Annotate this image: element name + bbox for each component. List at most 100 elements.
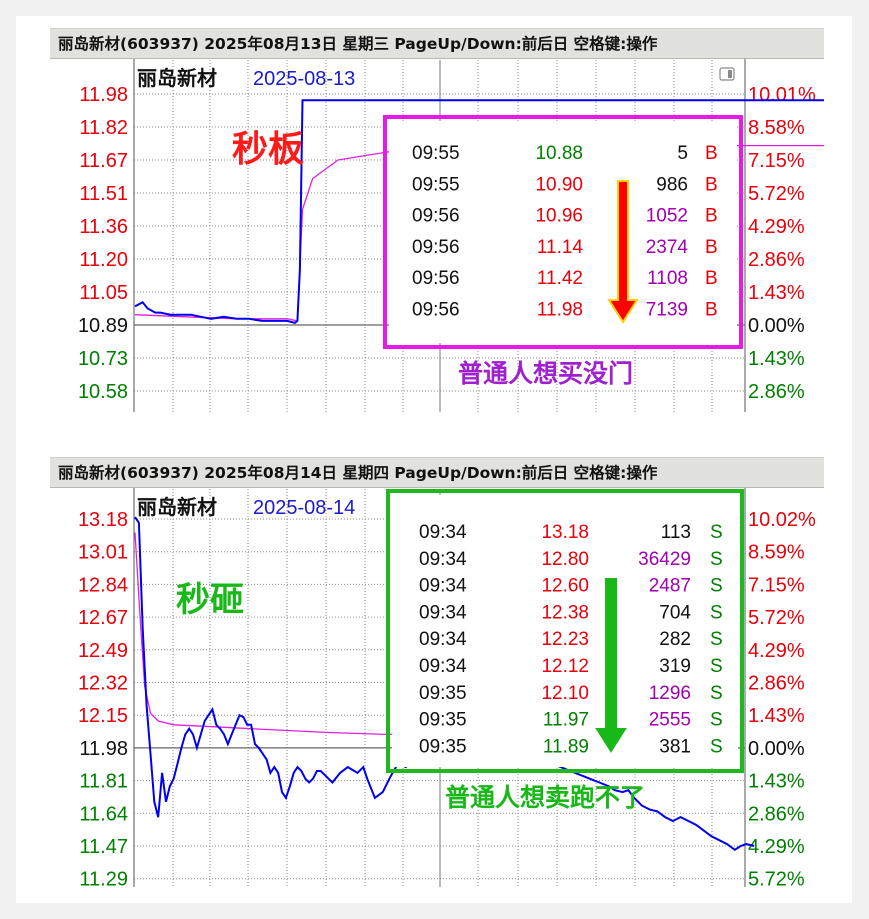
percent-axis-label: 5.72% [748,869,805,887]
down-arrow-icon [607,180,639,324]
intraday-panel-aug14: 丽岛新材(603937) 2025年08月14日 星期四 PageUp/Down… [50,457,824,887]
price-axis-label: 12.49 [78,640,128,662]
price-axis-label: 11.05 [79,282,128,304]
trade-price: 12.38 [541,602,589,623]
percent-axis-label: 1.43% [748,705,805,727]
trade-box-background [389,121,737,343]
trade-time: 09:56 [412,300,460,321]
trade-volume: 704 [659,602,691,623]
percent-axis-label: 5.72% [748,183,805,205]
trade-time: 09:55 [412,143,460,164]
percent-axis-label: 7.15% [748,574,805,596]
price-axis-label: 12.32 [78,673,128,695]
trade-box-background [392,495,738,767]
trade-volume: 5 [677,143,688,164]
trade-volume: 319 [659,656,691,677]
price-axis-label: 13.18 [78,509,128,531]
percent-axis-label: 10.01% [748,84,816,106]
trade-volume: 7139 [646,300,688,321]
percent-axis-label: 4.29% [748,640,805,662]
intraday-chart-aug14[interactable]: 13.18 13.01 12.84 12.67 12.49 12.32 12.15 11.98… [50,457,824,887]
trade-side: B [705,237,718,258]
trade-side: S [710,710,723,731]
trade-volume: 36429 [638,549,691,570]
trade-volume: 1052 [646,206,688,227]
percent-axis-label: 0.00% [748,738,805,760]
trade-side: S [710,602,723,623]
price-axis-label: 12.84 [78,574,128,596]
percent-axis-label: 4.29% [748,836,805,858]
price-axis-label: 11.20 [79,249,128,271]
trade-time: 09:56 [412,268,460,289]
price-axis-label: 10.89 [78,315,128,337]
percent-axis-label: 1.43% [748,771,805,793]
trade-volume: 1296 [649,683,691,704]
price-axis-label: 11.64 [79,803,128,825]
trade-side: S [710,576,723,597]
percent-axis-label: 2.86% [748,803,805,825]
trade-side: B [705,300,718,321]
trade-time: 09:35 [419,683,467,704]
trade-price: 12.23 [541,629,589,650]
trade-volume: 986 [656,174,688,195]
percent-axis-label: 8.59% [748,542,805,564]
price-axis-label: 11.47 [79,836,128,858]
trade-volume: 2487 [649,576,691,597]
percent-axis-label: 10.02% [748,509,816,531]
trade-price: 12.12 [541,656,589,677]
percent-axis-label: 5.72% [748,607,805,629]
trade-price: 11.97 [543,710,589,731]
percent-axis-label: 7.15% [748,150,805,172]
trade-time: 09:34 [419,549,467,570]
trade-side: S [710,683,723,704]
price-axis-label: 12.67 [78,607,128,629]
price-axis-label: 11.29 [79,869,128,887]
trade-side: S [710,522,723,543]
trade-volume: 2374 [646,237,689,258]
trade-side: S [710,736,723,757]
trade-time: 09:34 [419,629,467,650]
trade-side: B [705,268,718,289]
trade-time: 09:56 [412,206,460,227]
trade-price: 11.89 [543,736,589,757]
trade-side: B [705,143,718,164]
trade-price: 12.10 [541,683,589,704]
trade-time: 09:55 [412,174,460,195]
percent-axis-label: 8.58% [748,117,805,139]
percent-axis-label: 0.00% [748,315,805,337]
trade-price: 12.80 [541,549,589,570]
intraday-panel-aug13: 丽岛新材(603937) 2025年08月13日 星期三 PageUp/Down… [50,28,824,412]
trade-volume: 1108 [647,268,688,289]
trade-price: 13.18 [541,522,589,543]
price-axis-label: 11.67 [79,150,128,172]
price-axis-label: 11.51 [79,183,128,205]
percent-axis-label: 1.43% [748,282,805,304]
trade-price: 11.98 [537,300,583,321]
trade-time: 09:35 [419,736,467,757]
intraday-chart-aug13[interactable]: 11.98 11.82 11.67 11.51 11.36 11.20 11.05 10.89… [50,28,824,412]
trade-volume: 113 [661,522,691,543]
stock-name-label: 丽岛新材 [137,66,217,90]
trade-price: 10.90 [535,174,583,195]
trade-price: 11.14 [537,237,584,258]
trade-side: S [710,629,723,650]
chart-annotation: 秒砸 [176,580,244,620]
trade-volume: 381 [659,736,691,757]
chart-caption: 普通人想买没门 [458,359,633,388]
trade-price: 10.96 [535,206,583,227]
window-title-bar: 丽岛新材(603937) 2025年08月13日 星期三 PageUp/Down… [50,28,824,59]
trade-price: 12.60 [541,576,589,597]
trade-side: B [705,174,718,195]
trade-price: 10.88 [535,143,583,164]
trade-box-border [383,115,743,349]
trade-box-border [386,489,744,773]
down-arrow-icon [595,578,627,753]
trade-price: 11.42 [537,268,583,289]
chart-date-label: 2025-08-13 [253,68,355,90]
window-title-bar: 丽岛新材(603937) 2025年08月14日 星期四 PageUp/Down… [50,457,824,488]
trade-time: 09:34 [419,522,467,543]
percent-axis-label: 1.43% [748,348,805,370]
percent-axis-label: 4.29% [748,216,805,238]
trade-side: S [710,656,723,677]
percent-axis-label: 2.86% [748,381,805,403]
